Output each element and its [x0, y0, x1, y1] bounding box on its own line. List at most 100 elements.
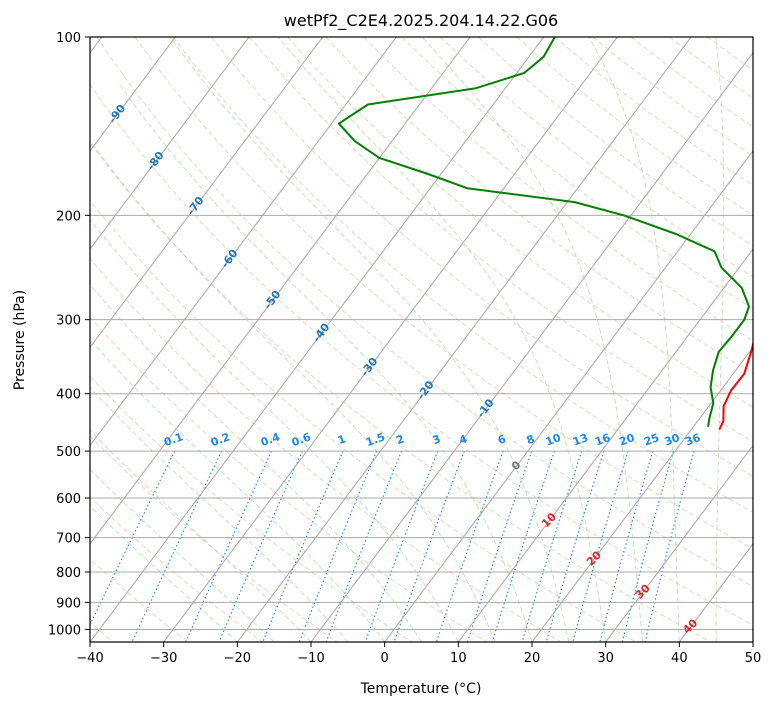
mixing-ratio-label: 2 — [394, 432, 406, 447]
dry-adiabat-line — [90, 435, 338, 642]
mixing-ratio-label: 10 — [544, 431, 563, 449]
mixing-ratio-label: 4 — [457, 432, 469, 447]
y-tick-label: 200 — [56, 209, 81, 224]
mixing-ratio-label: 20 — [618, 431, 637, 449]
mixing-ratio-line — [466, 450, 533, 642]
dry-adiabat-line — [134, 37, 753, 550]
x-tick-label: 20 — [524, 651, 541, 666]
isotherm-gridline — [384, 150, 753, 642]
mixing-ratio-line — [572, 450, 629, 642]
mixing-ratio-lines — [90, 450, 695, 642]
isotherm-gridline — [90, 37, 471, 545]
moist-adiabat-line — [90, 218, 459, 642]
dry-adiabat-line — [90, 199, 637, 642]
x-tick-label: 30 — [597, 651, 614, 666]
dry-adiabat-line — [172, 37, 753, 513]
y-tick-label: 500 — [56, 445, 81, 460]
x-tick-label: −40 — [76, 651, 103, 666]
mixing-ratio-label: 0.6 — [290, 430, 313, 449]
pressure-gridlines — [90, 37, 753, 630]
moist-adiabat-line — [90, 283, 422, 642]
mixing-ratio-label: 0.1 — [162, 430, 185, 449]
plot-area: -100-90-80-70-60-50-40-30-20-100.10.20.4… — [90, 37, 753, 642]
moist-adiabat-line — [169, 37, 570, 642]
x-tick-label: −20 — [224, 651, 251, 666]
y-tick-label: 1000 — [48, 623, 81, 638]
chart-title: wetPf2_C2E4.2025.204.14.22.G06 — [284, 11, 558, 31]
mixing-ratio-line — [298, 450, 378, 642]
mixing-ratio-line — [545, 450, 605, 642]
dewpoint-profile-line — [337, 37, 750, 427]
isotherm-gridline — [90, 37, 397, 447]
mixing-ratio-label: 13 — [571, 431, 590, 448]
x-axis-label: Temperature (°C) — [360, 681, 482, 697]
y-tick-label: 100 — [56, 31, 81, 46]
isotherm-gridline — [310, 51, 753, 642]
y-tick-label: 400 — [56, 388, 81, 403]
y-tick-label: 300 — [56, 314, 81, 329]
moist-adiabat-line — [588, 37, 680, 642]
isotherm-gridline — [90, 37, 545, 642]
y-tick-label: 700 — [56, 532, 81, 547]
skewed-isotherms — [90, 37, 753, 642]
mixing-ratio-label: 6 — [496, 432, 508, 447]
isotherm-gridline — [90, 37, 176, 152]
plot-frame — [89, 36, 754, 643]
x-axis: −40 −30 −20 −10 0 10 20 30 40 50 — [76, 642, 761, 666]
mixing-ratio-label: 3 — [431, 432, 443, 447]
moist-adiabat-line — [715, 37, 725, 642]
mixing-ratio-line — [131, 450, 223, 642]
in-plot-labels: -100-90-80-70-60-50-40-30-20-100.10.20.4… — [106, 102, 703, 637]
x-tick-label: 0 — [381, 651, 389, 666]
isotherm-gridline — [90, 37, 324, 349]
mixing-ratio-label: 0.2 — [209, 430, 232, 449]
mixing-ratio-label: 1.5 — [364, 430, 387, 449]
mixing-ratio-label: 30 — [663, 431, 682, 449]
x-tick-label: 10 — [450, 651, 467, 666]
temperature-profile-line — [718, 340, 753, 431]
isotherm-gridline — [90, 37, 250, 250]
dry-adiabat-line — [90, 83, 753, 626]
x-tick-label: −10 — [297, 651, 324, 666]
isotherm-gridline — [457, 248, 753, 642]
dry-adiabat-line — [90, 558, 189, 642]
mixing-ratio-line — [621, 450, 674, 642]
mixing-ratio-label: 0.4 — [259, 430, 282, 449]
sounding-profiles — [337, 37, 753, 431]
mixing-ratio-line — [90, 450, 176, 627]
moist-adiabat-line — [90, 468, 275, 642]
x-tick-label: −30 — [150, 651, 177, 666]
y-tick-label: 800 — [56, 566, 81, 581]
mixing-ratio-label: 1 — [336, 432, 348, 447]
mixing-ratio-label: 16 — [593, 431, 612, 449]
mixing-ratio-line — [435, 450, 504, 642]
moist-adiabat-line — [118, 83, 533, 642]
moist-adiabat-line — [421, 37, 643, 642]
x-tick-label: 50 — [745, 651, 762, 666]
dry-adiabat-line — [363, 37, 753, 342]
isotherm-gridline — [605, 444, 753, 642]
mixing-ratio-label: 8 — [525, 432, 537, 447]
mixing-ratio-line — [364, 450, 439, 642]
moist-adiabat-line — [90, 505, 238, 642]
isotherm-gridline — [163, 37, 618, 642]
moist-adiabats — [90, 37, 725, 642]
y-axis-label: Pressure (hPa) — [12, 290, 28, 390]
y-tick-label: 900 — [56, 596, 81, 611]
mixing-ratio-line — [393, 450, 465, 642]
y-tick-label: 600 — [56, 492, 81, 507]
isotherm-gridline — [236, 37, 692, 642]
moist-adiabat-line — [90, 386, 349, 642]
isotherm-gridline — [531, 346, 753, 642]
dry-adiabat-line — [90, 141, 711, 642]
y-axis: 100 200 300 400 500 600 700 800 900 1000 — [48, 31, 90, 638]
mixing-ratio-line — [325, 450, 403, 642]
dry-adiabat-line — [90, 257, 562, 642]
dry-adiabat-line — [401, 37, 753, 310]
mixing-ratio-line — [491, 450, 555, 642]
mixing-ratio-label: 25 — [642, 431, 661, 448]
dry-adiabat-line — [96, 37, 753, 588]
moist-adiabat-line — [90, 139, 496, 642]
x-tick-label: 40 — [671, 651, 688, 666]
